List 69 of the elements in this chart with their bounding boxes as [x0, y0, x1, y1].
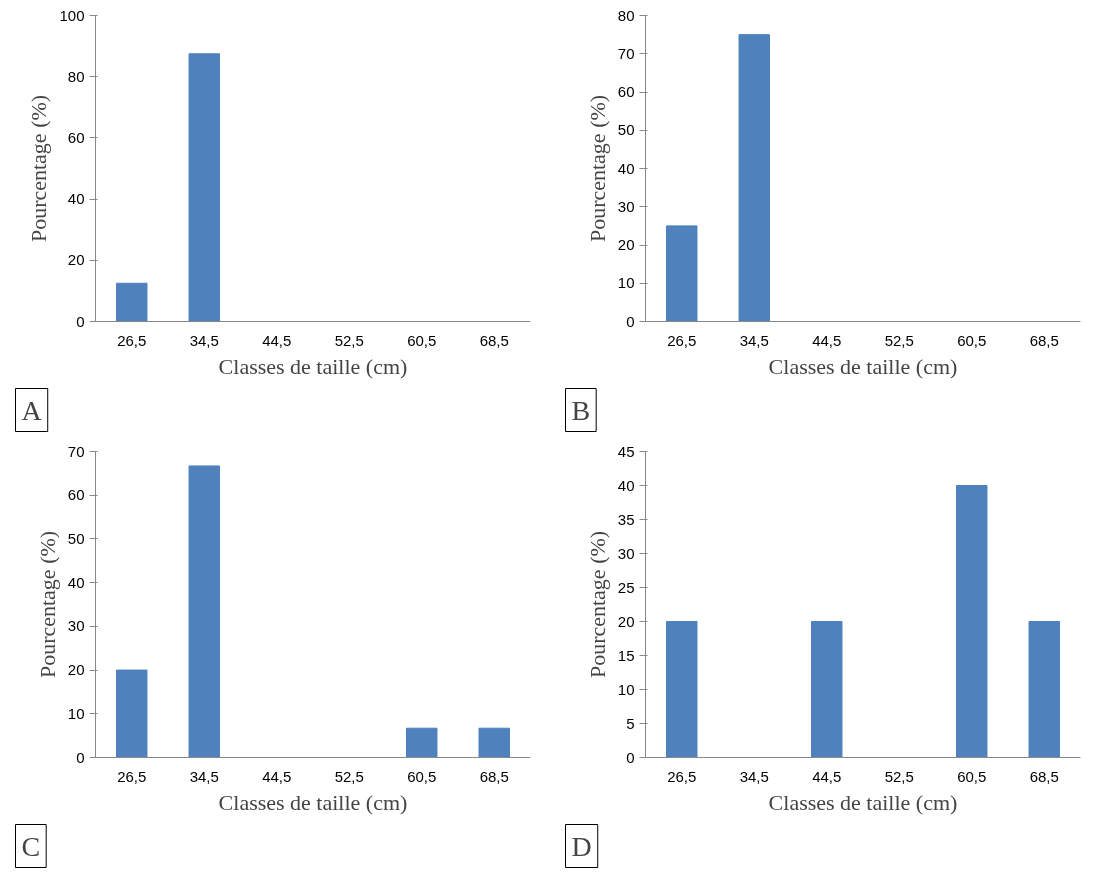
x-tick-label: 44,5	[262, 767, 292, 785]
x-tick-label: 34,5	[739, 331, 769, 349]
y-tick-label: 60	[67, 486, 85, 504]
y-axis-title: Pourcentage (%)	[584, 94, 610, 243]
y-tick-label: 40	[617, 159, 635, 177]
y-tick-label: 60	[67, 128, 85, 146]
text: B	[571, 394, 591, 426]
y-tick-label: 30	[67, 617, 85, 635]
y-tick-label: 0	[626, 748, 635, 766]
y-tick-label: 10	[617, 274, 635, 292]
x-axis-title: Classes de taille (cm)	[218, 789, 408, 815]
y-tick-label: 20	[617, 612, 635, 630]
y-axis-title: Pourcentage (%)	[34, 530, 60, 679]
x-tick-label: 68,5	[1029, 331, 1059, 349]
text: A	[21, 394, 43, 426]
x-tick-label: 60,5	[407, 331, 437, 349]
x-tick-label: 52,5	[884, 767, 914, 785]
y-axis-title: Pourcentage (%)	[584, 530, 610, 679]
y-tick-label: 30	[617, 544, 635, 562]
y-tick-label: 15	[617, 646, 635, 664]
x-axis-title: Classes de taille (cm)	[218, 353, 408, 379]
y-tick-label: 20	[67, 661, 85, 679]
y-tick-label: 0	[626, 312, 635, 330]
y-tick-label: 80	[67, 67, 85, 85]
y-tick-label: 100	[59, 6, 85, 24]
x-axis-title: Classes de taille (cm)	[768, 789, 958, 815]
y-tick-label: 20	[617, 236, 635, 253]
y-tick-label: 5	[626, 714, 635, 732]
y-tick-label: 70	[617, 44, 635, 62]
x-tick-label: 52,5	[884, 331, 914, 349]
x-tick-label: 60,5	[957, 767, 987, 785]
y-tick-label: 0	[76, 312, 85, 330]
x-tick-label: 52,5	[334, 331, 364, 349]
x-tick-label: 52,5	[334, 767, 364, 785]
x-tick-label: 26,5	[667, 331, 697, 349]
x-tick-label: 26,5	[117, 331, 147, 349]
x-tick-label: 44,5	[812, 767, 842, 785]
y-tick-label: 80	[617, 6, 635, 24]
x-axis-title: Classes de taille (cm)	[768, 353, 958, 379]
y-tick-label: 60	[617, 83, 635, 100]
y-tick-label: 40	[67, 190, 85, 208]
x-tick-label: 34,5	[739, 767, 769, 785]
x-tick-label: 68,5	[479, 767, 509, 785]
y-tick-label: 0	[76, 748, 85, 766]
y-tick-label: 40	[67, 573, 85, 591]
x-tick-label: 68,5	[479, 331, 509, 349]
y-tick-label: 50	[617, 121, 635, 139]
x-tick-label: 60,5	[957, 331, 987, 349]
y-tick-label: 35	[617, 510, 635, 528]
x-tick-label: 34,5	[189, 331, 219, 349]
y-axis-title: Pourcentage (%)	[26, 94, 52, 243]
x-tick-label: 34,5	[189, 767, 219, 785]
y-tick-label: 45	[617, 442, 635, 460]
y-tick-label: 10	[67, 704, 85, 722]
text: C	[21, 830, 41, 862]
text: D	[571, 830, 592, 862]
x-tick-label: 68,5	[1029, 767, 1059, 785]
x-tick-label: 26,5	[117, 767, 147, 785]
y-tick-label: 30	[617, 197, 635, 215]
x-tick-label: 60,5	[407, 767, 437, 785]
x-tick-label: 44,5	[262, 331, 292, 349]
x-tick-label: 44,5	[812, 331, 842, 349]
y-tick-label: 50	[67, 529, 85, 547]
y-tick-label: 20	[67, 251, 85, 269]
y-tick-label: 25	[617, 578, 635, 596]
y-tick-label: 40	[617, 476, 635, 494]
x-tick-label: 26,5	[667, 767, 697, 785]
y-tick-label: 70	[67, 442, 85, 460]
y-tick-label: 10	[617, 680, 635, 698]
